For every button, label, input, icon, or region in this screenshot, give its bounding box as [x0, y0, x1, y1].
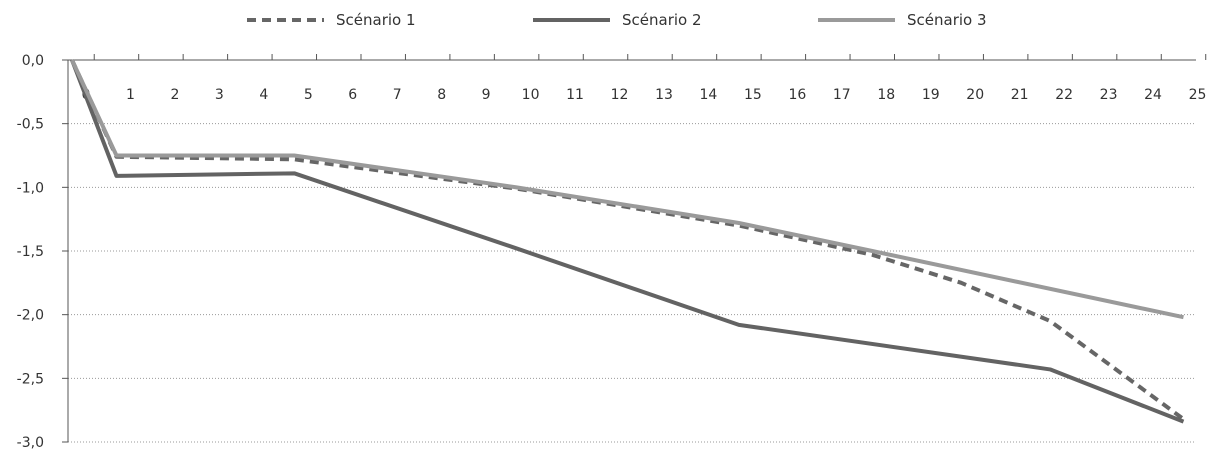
y-tick-label: -0,5 [17, 117, 44, 133]
x-tick-label: 1 [126, 87, 135, 103]
x-tick-label: 10 [522, 87, 540, 103]
series-lines [70, 59, 1185, 424]
y-tick-label: 0,0 [22, 53, 44, 69]
x-tick-label: 15 [744, 87, 762, 103]
y-tick-label: -2,5 [17, 371, 44, 387]
x-tick-label: 24 [1144, 87, 1162, 103]
y-tick-label: -1,0 [17, 180, 44, 196]
series-line-2 [70, 59, 1185, 424]
y-tick-label: -3,0 [17, 435, 44, 449]
x-tick-label: 6 [348, 87, 357, 103]
x-tick-label: 3 [215, 87, 224, 103]
x-tick-label: 9 [482, 87, 491, 103]
x-tick-label: 7 [393, 87, 402, 103]
x-tick-label: 14 [700, 87, 718, 103]
x-tick-label: 8 [437, 87, 446, 103]
x-tick-label: 5 [304, 87, 313, 103]
x-tick-label: 20 [966, 87, 984, 103]
legend-label-1: Scénario 1 [336, 11, 416, 29]
series-line-3 [70, 59, 1184, 320]
legend: Scénario 1 Scénario 2 Scénario 3 [247, 11, 987, 29]
x-tick-label: 21 [1011, 87, 1029, 103]
x-tick-label: 19 [922, 87, 940, 103]
x-tick-label: 16 [788, 87, 806, 103]
x-tick-label: 23 [1100, 87, 1118, 103]
x-tick-label: 18 [877, 87, 895, 103]
x-tick-label: 12 [611, 87, 629, 103]
x-tick-label: 2 [170, 87, 179, 103]
series-line-1 [70, 59, 1185, 421]
x-tick-label: 11 [566, 87, 584, 103]
x-tick-label: 13 [655, 87, 673, 103]
legend-label-2: Scénario 2 [622, 11, 702, 29]
x-tick-label: 22 [1055, 87, 1073, 103]
x-tick-label: 4 [259, 87, 268, 103]
legend-label-3: Scénario 3 [907, 11, 987, 29]
y-tick-label: -2,0 [17, 308, 44, 324]
gridlines [68, 123, 1196, 443]
x-tick-label: 25 [1189, 87, 1207, 103]
y-tick-label: -1,5 [17, 244, 44, 260]
axes: 0,0-0,5-1,0-1,5-2,0-2,5-3,00 1 2 3 4 5 6 7 8 9 10 1… [17, 53, 1207, 451]
x-tick-label: 17 [833, 87, 851, 103]
